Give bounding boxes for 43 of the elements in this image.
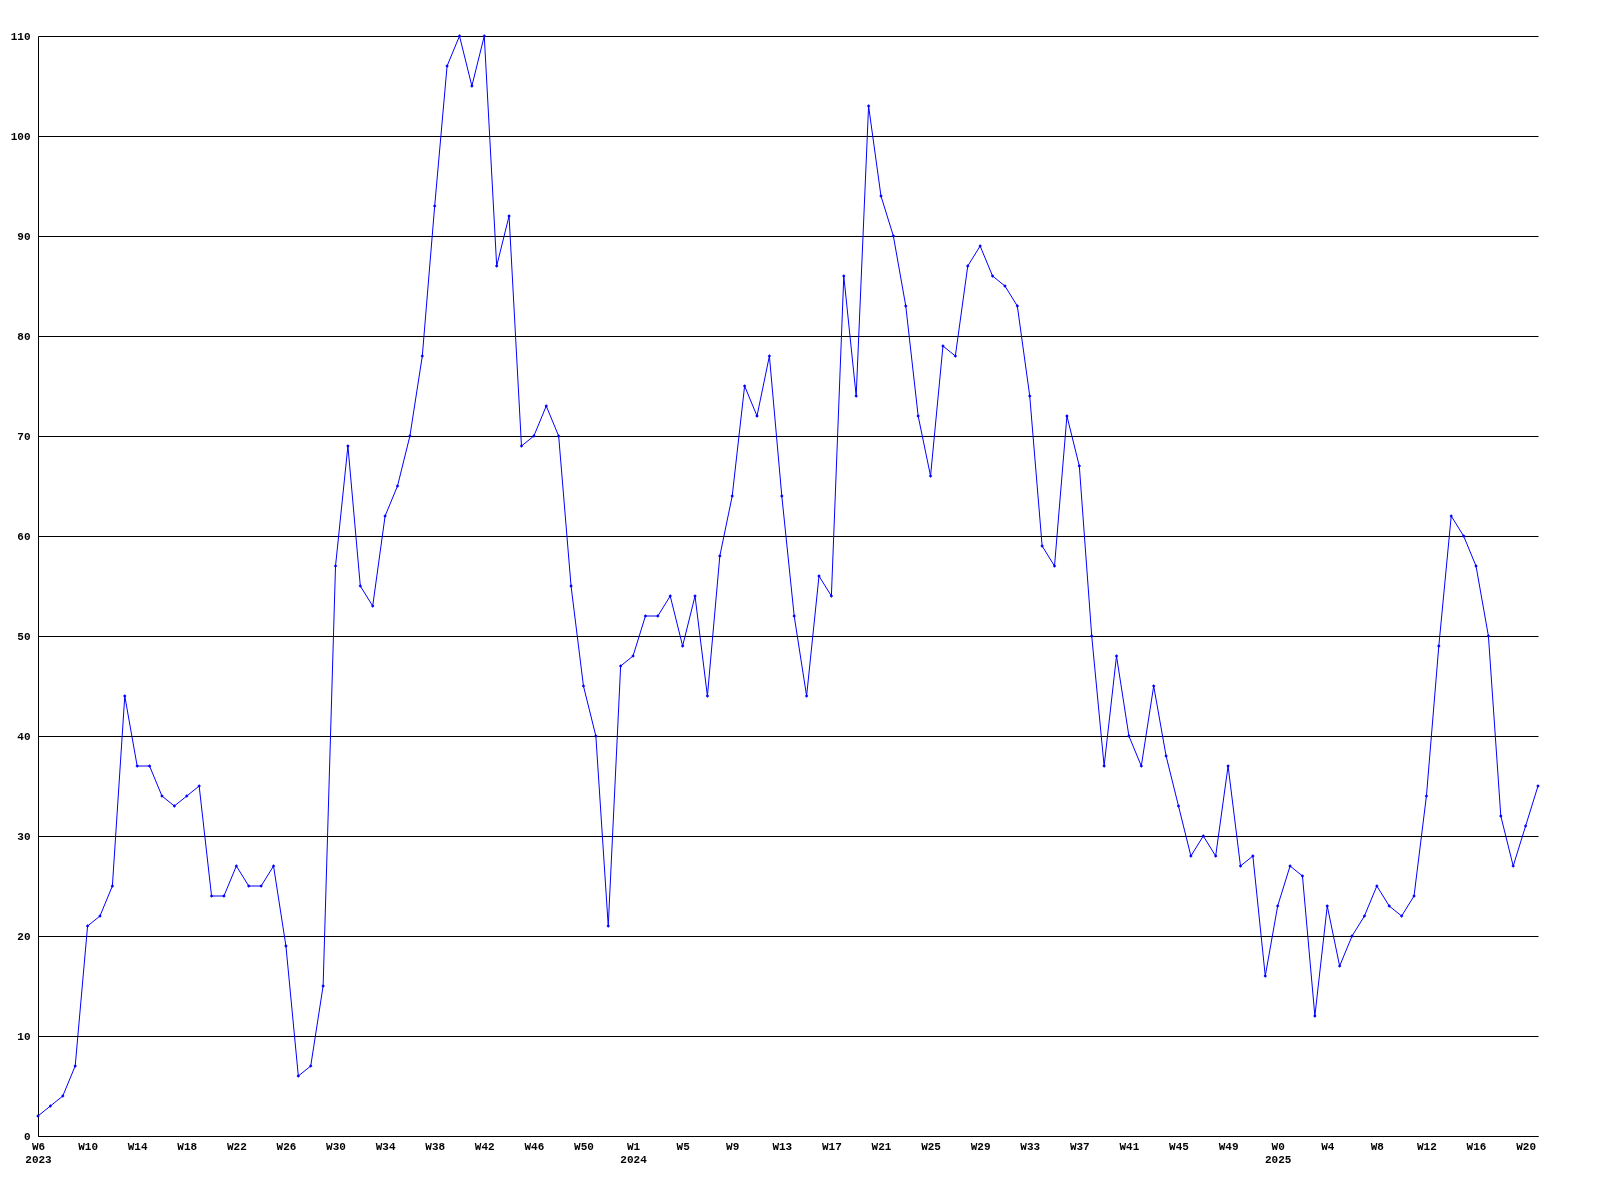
x-tick-label: W50 xyxy=(574,1140,594,1153)
x-tick-label: W0 2025 xyxy=(1264,1140,1292,1166)
x-tick-label: W33 xyxy=(1020,1140,1041,1153)
x-tick-label: W20 xyxy=(1516,1140,1537,1153)
x-tick-label: W37 xyxy=(1069,1140,1090,1153)
y-tick-label: 80 xyxy=(17,330,31,343)
x-tick-label: W16 xyxy=(1466,1140,1487,1153)
x-tick-label: W17 xyxy=(821,1140,842,1153)
x-tick-label: W49 xyxy=(1218,1140,1239,1153)
y-tick-label: 70 xyxy=(17,430,31,443)
y-tick-label: 30 xyxy=(17,830,31,843)
x-tick-label: W8 xyxy=(1370,1140,1385,1153)
x-tick-label: W45 xyxy=(1169,1140,1190,1153)
x-tick-label: W42 xyxy=(474,1140,495,1153)
y-tick-label: 20 xyxy=(17,930,31,943)
y-tick-label: 0 xyxy=(23,1130,31,1143)
x-tick-label: W21 xyxy=(871,1140,892,1153)
y-tick-label: 110 xyxy=(10,30,31,43)
x-tick-label: W9 xyxy=(726,1140,740,1153)
x-tick-label: W18 xyxy=(177,1140,198,1153)
y-tick-label: 90 xyxy=(17,230,31,243)
x-tick-label: W13 xyxy=(772,1140,793,1153)
x-tick-label: W26 xyxy=(276,1140,297,1153)
x-tick-label: W12 xyxy=(1417,1140,1437,1153)
x-tick-label: W41 xyxy=(1119,1140,1140,1153)
x-tick-label: W5 xyxy=(676,1140,691,1153)
x-tick-label: W6 2023 xyxy=(25,1140,53,1166)
x-tick-label: W22 xyxy=(226,1140,247,1153)
x-tick-label: W10 xyxy=(78,1140,98,1153)
x-tick-label: W46 xyxy=(524,1140,545,1153)
x-tick-label: W25 xyxy=(921,1140,942,1153)
y-tick-label: 60 xyxy=(17,530,31,543)
x-tick-label: W1 2024 xyxy=(620,1140,648,1166)
y-tick-label: 40 xyxy=(17,730,31,743)
x-tick-label: W38 xyxy=(425,1140,446,1153)
y-tick-label: 100 xyxy=(10,130,31,143)
x-tick-label: W29 xyxy=(970,1140,991,1153)
y-tick-label: 10 xyxy=(17,1030,31,1043)
x-tick-label: W34 xyxy=(375,1140,396,1153)
x-tick-label: W30 xyxy=(326,1140,346,1153)
x-tick-label: W4 xyxy=(1321,1140,1335,1153)
x-tick-label: W14 xyxy=(127,1140,148,1153)
y-tick-label: 50 xyxy=(17,630,31,643)
